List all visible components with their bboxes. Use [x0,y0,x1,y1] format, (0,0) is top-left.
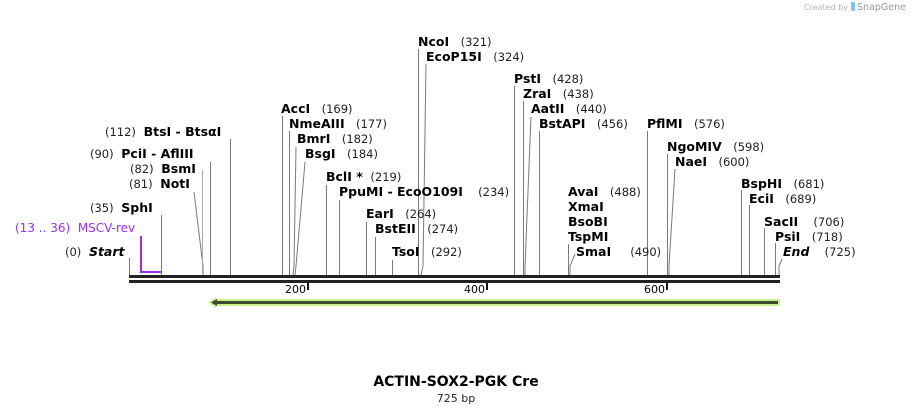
site-label-noti[interactable]: (81) NotI [129,176,190,191]
ruler-label-200: 200 [285,283,306,296]
site-label-psti[interactable]: PstI (428) [514,71,584,86]
map-title: ACTIN-SOX2-PGK Cre [373,374,539,390]
snapgene-watermark: Created by SnapGene [804,2,906,13]
site-label-start[interactable]: (0) Start [65,244,125,259]
site-label-ngomiv[interactable]: NgoMIV (598) [667,139,765,154]
site-label-ppumi[interactable]: PpuMI - EcoO109I (234) [339,184,510,199]
site-label-aatii[interactable]: AatII (440) [531,101,607,116]
site-label-xmai[interactable]: XmaI [568,199,604,214]
site-label-psii[interactable]: PsiI (718) [775,229,843,244]
ruler-label-400: 400 [464,283,485,296]
feature-arrow [208,297,780,308]
site-label-bcli[interactable]: BclI * (219) [326,169,402,184]
created-by-text: Created by [804,3,849,12]
site-label-ecii[interactable]: EciI (689) [749,191,817,206]
primer-mscv-rev [140,236,161,273]
site-label-bstapi[interactable]: BstAPI (456) [539,116,628,131]
site-label-bmri[interactable]: BmrI (182) [297,131,373,146]
site-label-bsgi[interactable]: BsgI (184) [305,146,378,161]
site-label-end[interactable]: End (725) [783,244,856,259]
site-label-bsmi[interactable]: (82) BsmI [130,161,196,176]
site-label-bsphi[interactable]: BspHI (681) [741,176,825,191]
site-label-pflmi[interactable]: PflMI (576) [647,116,725,131]
site-label-btsi[interactable]: (112) BtsI - BtsαI [105,124,222,139]
site-label-ncoi[interactable]: NcoI (321) [418,34,492,49]
site-label-tsoi[interactable]: TsoI (292) [392,244,462,259]
site-label-sacii[interactable]: SacII (706) [764,214,845,229]
site-label-eari[interactable]: EarI (264) [366,206,437,221]
site-label-smai[interactable]: SmaI (490) [576,244,662,259]
site-label-ecop15i[interactable]: EcoP15I (324) [426,49,525,64]
site-lines [129,49,783,276]
site-label-naei[interactable]: NaeI (600) [675,154,750,169]
site-label-pcii[interactable]: (90) PciI - AflIII [90,146,194,161]
primer-label-mscv-rev[interactable]: (13 .. 36) MSCV-rev [15,221,136,235]
site-label-bsteii[interactable]: BstEII (274) [375,221,459,236]
site-label-bsobi[interactable]: BsoBI [568,214,608,229]
sequence-length: 725 bp [436,392,476,405]
site-label-acci[interactable]: AccI (169) [281,101,353,116]
ruler-label-600: 600 [644,283,665,296]
backbone-top-strand [129,275,780,278]
backbone-bottom-strand [129,280,780,283]
brand-name: SnapGene [857,2,906,13]
ruler-ticks [307,283,668,290]
site-label-nmeaiii[interactable]: NmeAIII (177) [289,116,387,131]
site-label-tspmi[interactable]: TspMI [568,229,609,244]
site-label-sphi[interactable]: (35) SphI [90,200,153,215]
site-label-zrai[interactable]: ZraI (438) [523,86,594,101]
site-label-avai[interactable]: AvaI (488) [568,184,641,199]
snapgene-logo-icon [851,2,856,11]
